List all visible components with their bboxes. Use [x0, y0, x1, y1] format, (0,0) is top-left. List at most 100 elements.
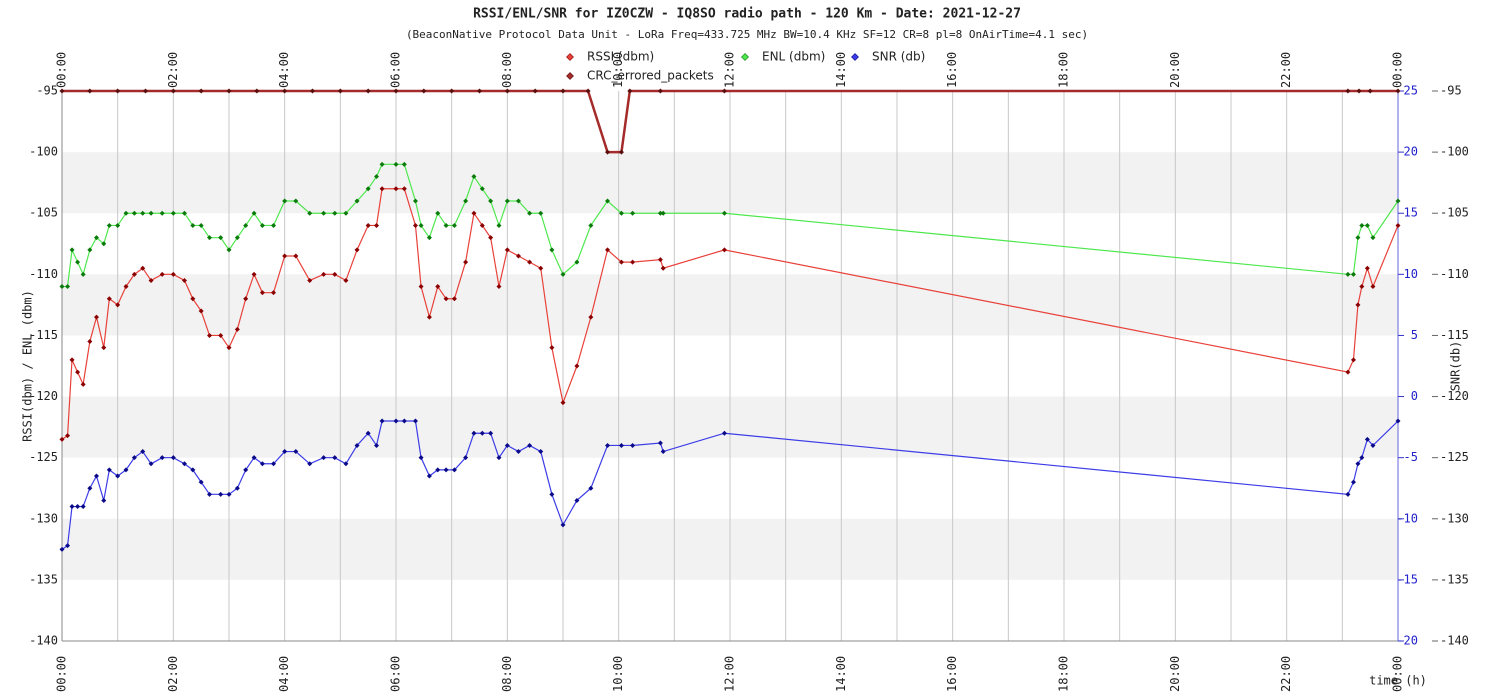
- y2-tick-label: 0: [1411, 389, 1418, 403]
- data-point: [1395, 88, 1401, 94]
- data-point: [560, 271, 566, 277]
- data-point: [1350, 479, 1356, 485]
- data-point: [218, 332, 224, 338]
- x-tick-label: 08:00: [500, 656, 514, 692]
- data-point: [618, 149, 624, 155]
- data-point: [393, 418, 399, 424]
- data-point: [123, 210, 129, 216]
- data-point: [401, 418, 407, 424]
- data-point: [94, 473, 100, 479]
- data-point: [496, 284, 502, 290]
- y2-tick-label: -10: [1396, 511, 1418, 525]
- data-point: [374, 174, 380, 180]
- y-tick-label: -135: [29, 572, 58, 586]
- data-point: [59, 546, 65, 552]
- data-point: [605, 198, 611, 204]
- y-tick-label: -115: [29, 328, 58, 342]
- data-point: [148, 277, 154, 283]
- data-point: [412, 418, 418, 424]
- data-point: [190, 296, 196, 302]
- data-point: [605, 442, 611, 448]
- y2-tick-label: 15: [1404, 206, 1418, 220]
- data-point: [148, 461, 154, 467]
- x-tick-label: 00:00: [1391, 52, 1405, 88]
- data-point: [181, 210, 187, 216]
- data-point: [443, 222, 449, 228]
- data-point: [332, 455, 338, 461]
- y-tick-label: -120: [29, 389, 58, 403]
- data-point: [140, 265, 146, 271]
- data-point: [115, 473, 121, 479]
- data-point: [479, 430, 485, 436]
- x-tick-label: 06:00: [389, 656, 403, 692]
- data-point: [627, 88, 633, 94]
- x-tick-label: 10:00: [611, 656, 625, 692]
- y-tick-label: -105: [29, 206, 58, 220]
- x-tick-label: 04:00: [277, 52, 291, 88]
- data-point: [106, 222, 112, 228]
- data-point: [588, 485, 594, 491]
- data-point: [198, 222, 204, 228]
- data-point: [412, 198, 418, 204]
- y-tick-label: -95: [36, 84, 58, 98]
- data-point: [412, 222, 418, 228]
- data-point: [94, 235, 100, 241]
- data-point: [131, 210, 137, 216]
- y-tick-label: -140: [29, 634, 58, 648]
- data-point: [471, 430, 477, 436]
- data-point: [343, 461, 349, 467]
- x-tick-label: 22:00: [1279, 656, 1293, 692]
- y-tick-label: -120: [1440, 389, 1469, 403]
- data-point: [443, 296, 449, 302]
- legend-label: CRC_errored_packets: [587, 69, 714, 83]
- data-point: [1345, 88, 1351, 94]
- data-point: [1345, 369, 1351, 375]
- legend-label: SNR (db): [872, 50, 925, 64]
- data-point: [418, 284, 424, 290]
- data-point: [630, 442, 636, 448]
- data-point: [538, 265, 544, 271]
- data-point: [226, 88, 232, 94]
- data-point: [488, 235, 494, 241]
- data-point: [131, 455, 137, 461]
- data-point: [332, 271, 338, 277]
- data-point: [1345, 491, 1351, 497]
- data-point: [1359, 284, 1365, 290]
- data-point: [226, 247, 232, 253]
- data-point: [1395, 198, 1401, 204]
- data-point: [271, 461, 277, 467]
- data-point: [496, 222, 502, 228]
- data-point: [148, 210, 154, 216]
- data-point: [293, 449, 299, 455]
- data-point: [657, 257, 663, 263]
- data-point: [80, 504, 86, 510]
- data-point: [87, 247, 93, 253]
- data-point: [560, 400, 566, 406]
- data-point: [585, 88, 591, 94]
- data-point: [271, 290, 277, 296]
- data-point: [721, 88, 727, 94]
- data-point: [721, 430, 727, 436]
- data-point: [243, 467, 249, 473]
- y-tick-label: -125: [1440, 450, 1469, 464]
- legend-marker: [566, 53, 574, 61]
- data-point: [527, 210, 533, 216]
- data-point: [1395, 222, 1401, 228]
- data-point: [365, 222, 371, 228]
- data-point: [618, 442, 624, 448]
- x-tick-label: 12:00: [723, 52, 737, 88]
- data-point: [101, 497, 107, 503]
- x-tick-label: 16:00: [945, 656, 959, 692]
- x-tick-label: 10:00: [611, 52, 625, 88]
- data-point: [106, 296, 112, 302]
- x-tick-label: 06:00: [389, 52, 403, 88]
- data-point: [721, 210, 727, 216]
- data-point: [282, 198, 288, 204]
- data-point: [527, 259, 533, 265]
- y-tick-label: -110: [1440, 267, 1469, 281]
- data-point: [1355, 235, 1361, 241]
- data-point: [115, 302, 121, 308]
- data-point: [181, 277, 187, 283]
- y-tick-label: -130: [1440, 511, 1469, 525]
- data-point: [574, 497, 580, 503]
